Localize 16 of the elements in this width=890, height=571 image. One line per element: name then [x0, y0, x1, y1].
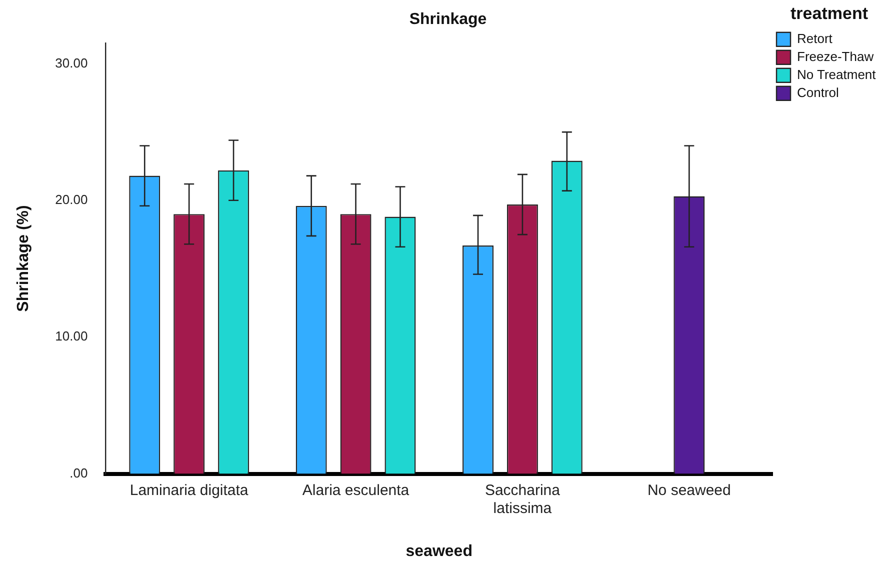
y-tick-label: 30.00 — [55, 55, 88, 70]
legend-label: Control — [797, 84, 840, 100]
y-tick-label: 10.00 — [55, 328, 88, 344]
x-tick-label: Saccharina latissima — [484, 482, 561, 517]
x-tick-label: Alaria esculenta — [302, 482, 410, 499]
legend-label: Retort — [797, 30, 833, 46]
legend-title: treatment — [790, 4, 868, 24]
x-tick-label: Laminaria digitata — [130, 482, 249, 499]
y-tick-label: .00 — [70, 465, 88, 480]
x-axis-title: seaweed — [406, 542, 472, 560]
legend-label: No Treatment — [797, 66, 876, 82]
y-axis-title: Shrinkage (%) — [15, 205, 32, 312]
x-tick-label: No seaweed — [647, 482, 731, 499]
chart-title: Shrinkage — [409, 11, 487, 28]
legend-label: Freeze-Thaw — [797, 48, 874, 64]
y-tick-label: 20.00 — [55, 192, 88, 207]
